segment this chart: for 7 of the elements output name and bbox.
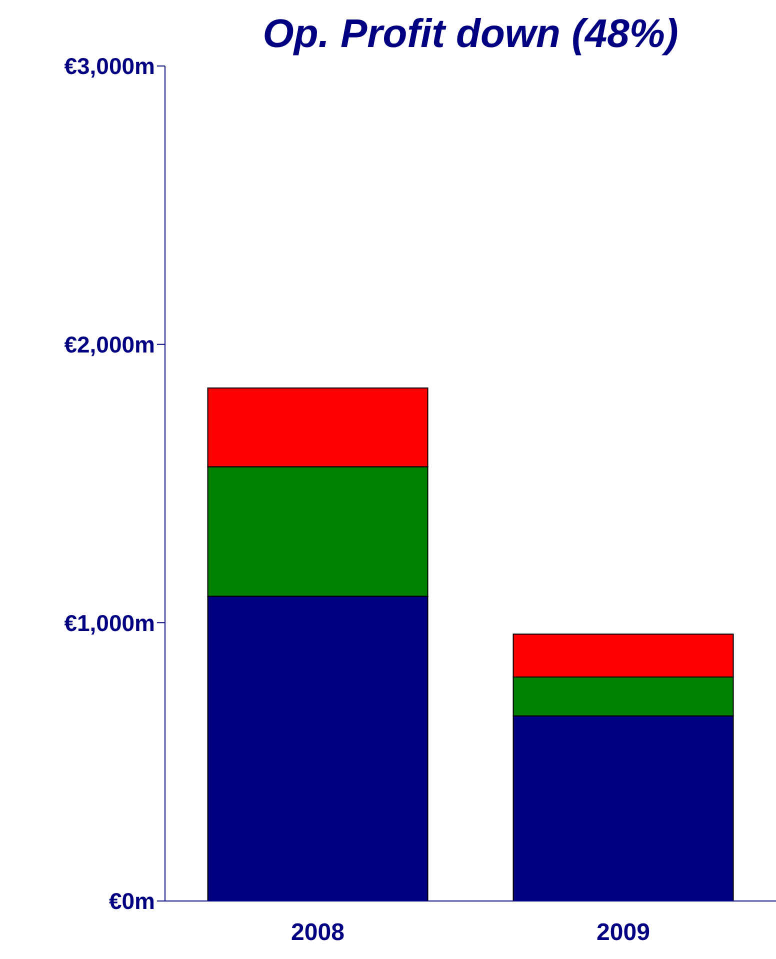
x-tick-label: 2008 [291,919,344,946]
chart-title: Op. Profit down (48%) [262,12,680,57]
y-tick-label: €3,000m [64,53,155,80]
y-tick-label: €2,000m [64,332,155,358]
y-tick-label: €0m [108,888,155,914]
y-tick-label: €1,000m [64,610,155,636]
x-tick-label: 2009 [596,919,650,946]
